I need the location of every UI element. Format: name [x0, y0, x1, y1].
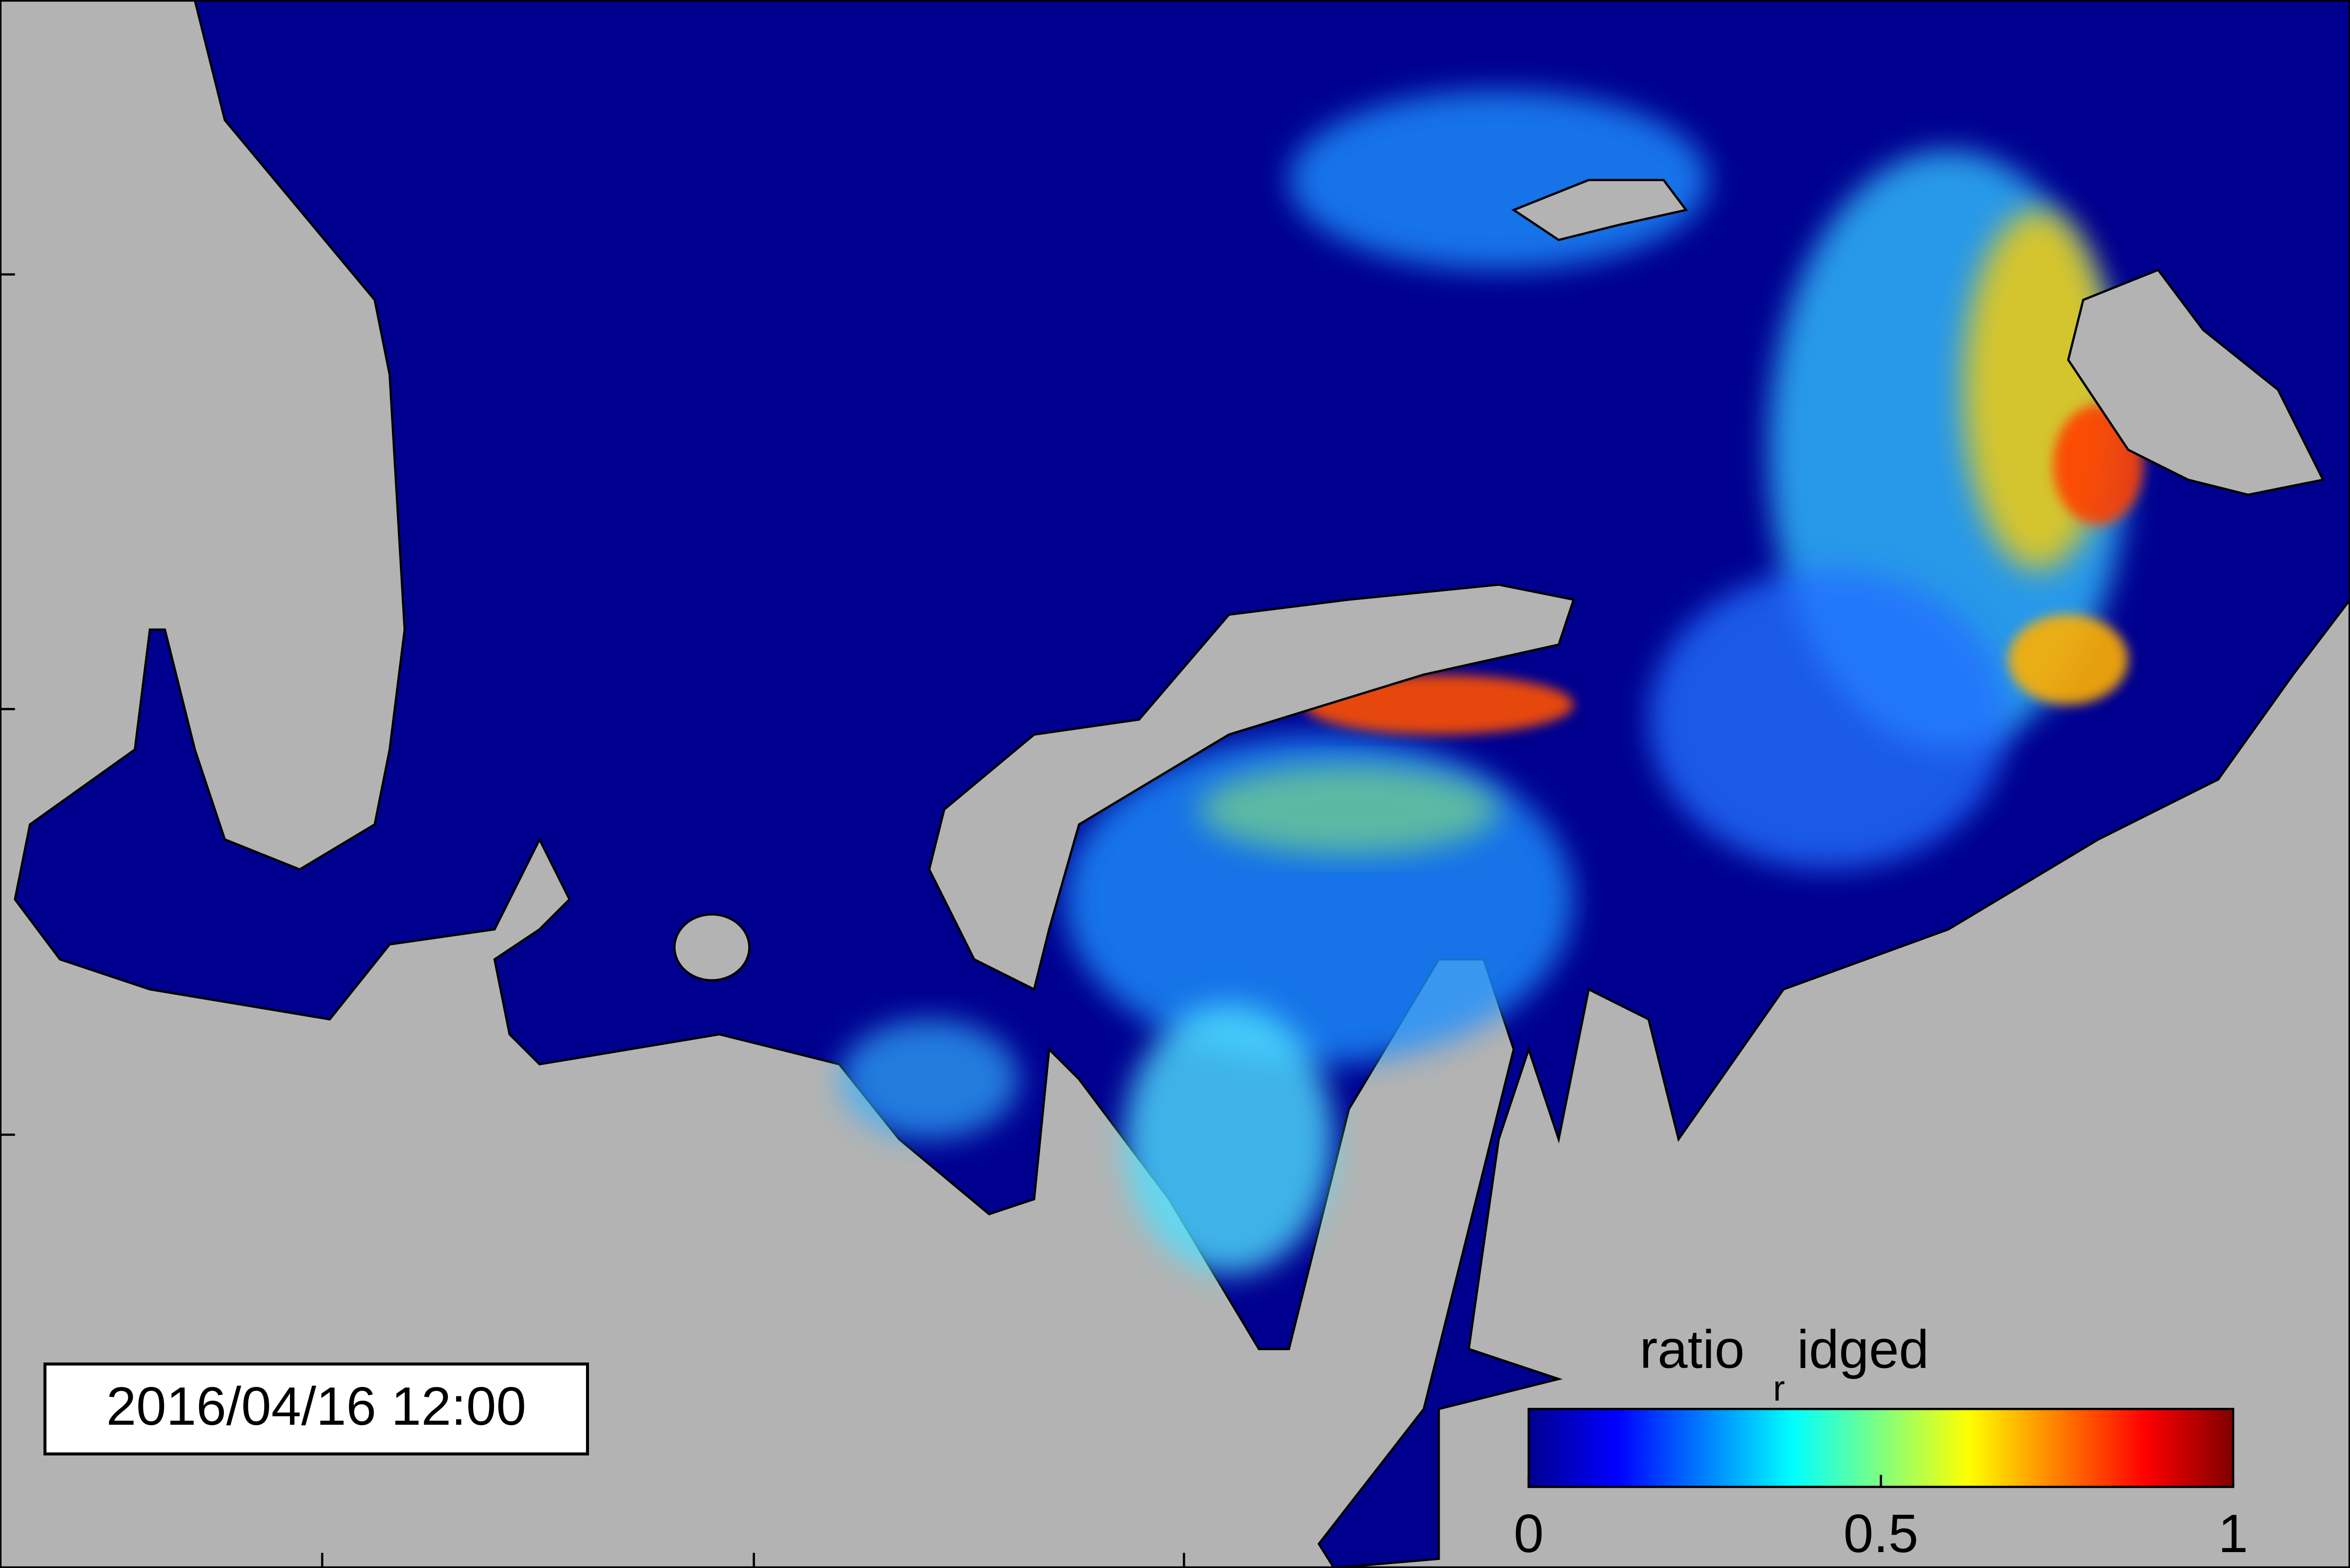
island [1511, 179, 1688, 241]
frame-ticks [0, 273, 1185, 1568]
colorbar-tick-label: 0.5 [1844, 1503, 1919, 1564]
ice-patch [2008, 614, 2129, 705]
timestamp-box [43, 1362, 589, 1456]
ice-patch [1649, 570, 2009, 870]
colorbar-title: ratio [1640, 1319, 1745, 1379]
colorbar-title: idged [1797, 1319, 1929, 1379]
peninsula [928, 584, 1575, 991]
island [673, 913, 751, 981]
colorbar-title-subscript: r [1773, 1369, 1785, 1408]
ice-patch [1199, 764, 1499, 855]
colorbar-tick-label: 1 [2218, 1503, 2248, 1564]
colorbar [1527, 1408, 2235, 1488]
ice-patch [1124, 1004, 1334, 1274]
island [2067, 268, 2325, 496]
timestamp: 2016/04/16 12:00 [106, 1376, 526, 1436]
colorbar-tick-label: 0 [1514, 1503, 1544, 1564]
ice-patch [839, 1019, 1019, 1140]
